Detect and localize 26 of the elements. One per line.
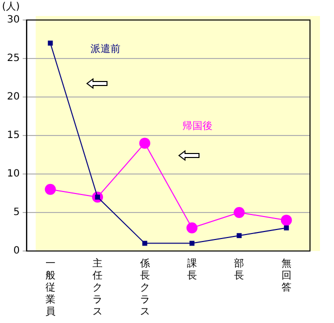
y-tick-label: 25 [6, 53, 20, 64]
point [142, 240, 148, 246]
point [44, 184, 56, 195]
point [186, 222, 198, 234]
text: 派遣前 [90, 42, 120, 55]
x-tick-label: 課長 [186, 258, 197, 282]
point [280, 214, 292, 226]
y-tick-label: 30 [6, 14, 20, 26]
point [48, 40, 53, 46]
y-tick-label: 15 [6, 130, 20, 142]
y-axis-title: (人) [2, 2, 20, 13]
y-tick-label: 10 [6, 168, 20, 180]
point [139, 138, 150, 149]
text: 帰国後 [182, 120, 213, 132]
point [236, 233, 242, 238]
x-tick-label: 部長 [234, 258, 244, 282]
point [234, 207, 245, 218]
y-tick-label: 5 [13, 207, 20, 218]
y-tick-label: 0 [13, 246, 20, 257]
x-tick-label: 主任クラス [92, 258, 103, 318]
x-tick-label: 一般従業員 [45, 258, 56, 318]
point [284, 225, 289, 230]
point [189, 240, 194, 246]
x-tick-label: 係長クラス [140, 258, 150, 318]
y-tick-label: 20 [6, 92, 20, 103]
x-tick-label: 無回答 [281, 258, 292, 294]
